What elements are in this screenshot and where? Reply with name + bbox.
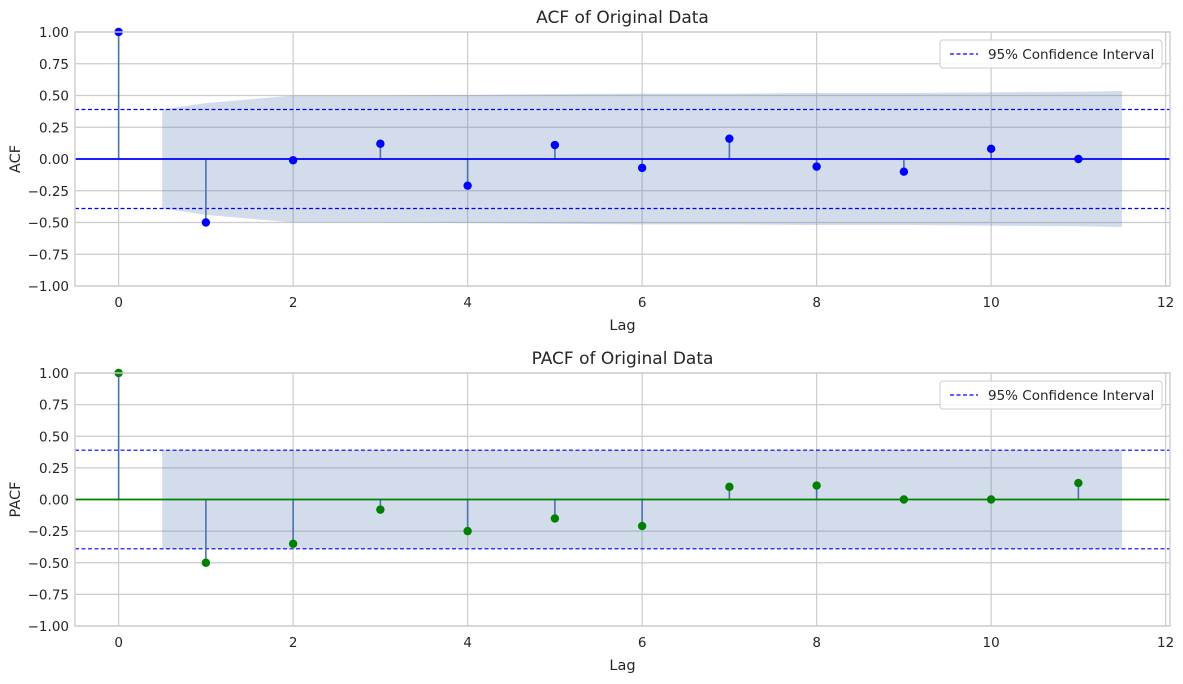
pacf-point-lag-3 (376, 505, 385, 514)
acf-point-lag-11 (1074, 154, 1083, 164)
pacf-title: PACF of Original Data (532, 349, 714, 369)
pacf-point-lag-1 (201, 558, 211, 567)
acf-x-tick-label: 10 (983, 295, 1000, 311)
acf-point-lag-10 (986, 144, 996, 154)
acf-point-lag-2 (288, 156, 298, 165)
acf-y-tick-label: 1.00 (39, 25, 69, 41)
pacf-point-lag-11 (1074, 478, 1083, 488)
pacf-point-lag-10 (986, 495, 996, 504)
acf-point-lag-8 (812, 162, 821, 171)
pacf-point-lag-7 (725, 482, 734, 492)
acf-panel: ACF of Original Data Lag ACF 0 2 4 6 8 10 12 −1… (8, 8, 1174, 334)
pacf-point-lag-9 (899, 495, 909, 504)
acf-point-lag-7 (725, 134, 734, 143)
acf-x-tick-label: 4 (463, 295, 472, 311)
acf-title: ACF of Original Data (536, 8, 709, 28)
acf-legend-label: 95% Confidence Interval (988, 47, 1154, 63)
acf-point-lag-4 (463, 181, 472, 190)
pacf-legend-box (939, 380, 1163, 410)
pacf-y-tick-label: 0.25 (39, 461, 69, 477)
pacf-plot-frame (74, 372, 1171, 627)
pacf-y-tick-label: 0.75 (39, 398, 69, 414)
pacf-x-tick-label: 6 (638, 635, 647, 651)
pacf-y-tick-label: 0.50 (39, 429, 69, 445)
pacf-y-tick-label: 0.00 (39, 493, 69, 509)
pacf-point-lag-6 (637, 521, 647, 531)
acf-x-tick-label: 0 (114, 295, 123, 311)
acf-plot-frame (74, 31, 1171, 287)
acf-x-axis-label: Lag (609, 318, 635, 334)
pacf-legend: 95% Confidence Interval (939, 380, 1163, 410)
acf-point-lag-3 (376, 139, 385, 148)
acf-point-lag-5 (550, 140, 560, 150)
acf-x-tick-label: 2 (289, 295, 298, 311)
pacf-x-tick-label: 4 (463, 635, 472, 651)
acf-plot-area: 0 2 4 6 8 10 12 −1.00 −0.75 −0.50 −0.25 0.00 0.25 0.5… (28, 25, 1175, 311)
acf-y-tick-label: 0.25 (39, 120, 69, 136)
acf-legend-box (939, 39, 1163, 69)
pacf-x-tick-label: 10 (983, 635, 1000, 651)
pacf-x-tick-label: 8 (812, 635, 821, 651)
pacf-point-lag-2 (288, 539, 298, 548)
acf-legend: 95% Confidence Interval (939, 39, 1163, 69)
acf-y-tick-label: 0.00 (39, 152, 69, 168)
pacf-y-tick-label: −1.00 (28, 619, 69, 635)
acf-y-tick-label: −0.75 (28, 247, 69, 263)
pacf-plot-area: 0 2 4 6 8 10 12 −1.00 −0.75 −0.50 −0.25 0.00 0.25 0.5… (28, 366, 1175, 651)
pacf-y-axis-label: PACF (8, 482, 24, 518)
pacf-point-lag-5 (550, 514, 560, 523)
acf-x-tick-label: 8 (812, 295, 821, 311)
acf-y-tick-label: −0.25 (28, 184, 69, 200)
pacf-point-lag-4 (463, 526, 472, 536)
pacf-point-lag-8 (812, 481, 821, 490)
pacf-x-axis-label: Lag (609, 658, 635, 674)
pacf-x-tick-label: 2 (289, 635, 298, 651)
acf-point-lag-9 (899, 167, 909, 176)
acf-y-tick-label: 0.75 (39, 57, 69, 73)
acf-y-axis-label: ACF (8, 145, 24, 173)
pacf-y-tick-label: −0.75 (28, 587, 69, 603)
acf-y-tick-label: −1.00 (28, 279, 69, 295)
pacf-x-tick-label: 0 (114, 635, 123, 651)
acf-y-tick-label: 0.50 (39, 89, 69, 105)
pacf-y-tick-label: −0.50 (28, 556, 69, 572)
pacf-y-tick-label: 1.00 (39, 366, 69, 382)
pacf-panel: PACF of Original Data Lag PACF 0 2 4 6 8 10 12… (8, 349, 1174, 674)
acf-x-tick-label: 6 (638, 295, 647, 311)
acf-x-tick-label: 12 (1157, 295, 1174, 311)
acf-y-tick-label: −0.50 (28, 216, 69, 232)
pacf-legend-label: 95% Confidence Interval (988, 388, 1154, 404)
acf-point-lag-1 (201, 218, 211, 227)
pacf-y-tick-label: −0.25 (28, 524, 69, 540)
pacf-x-tick-label: 12 (1157, 635, 1174, 651)
acf-point-lag-6 (637, 163, 647, 173)
